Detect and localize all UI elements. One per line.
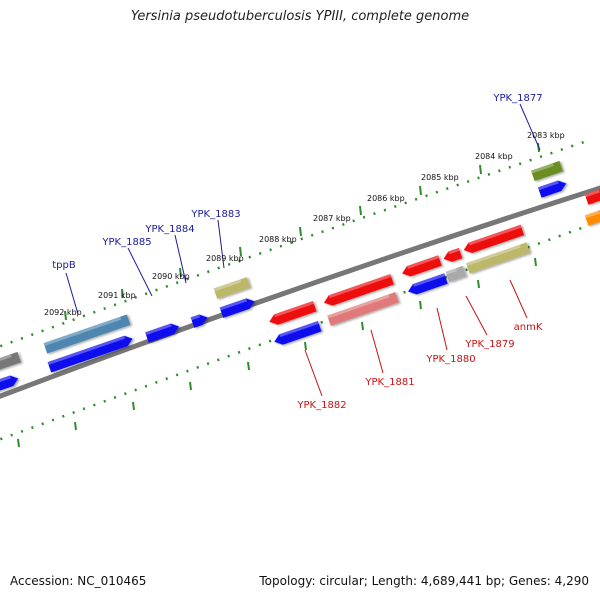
genome-stats-text: Topology: circular; Length: 4,689,441 bp…: [259, 574, 589, 588]
leader-line: [217, 219, 225, 269]
leader-line: [127, 247, 153, 297]
ruler-tick: [304, 341, 307, 351]
ruler-tick: [179, 267, 182, 278]
leader-line: [65, 272, 79, 315]
ruler-tick: [299, 226, 302, 237]
ruler-tick: [121, 288, 124, 299]
gene-arrow: [323, 274, 394, 306]
leader-line: [509, 279, 528, 319]
gene-arrow: [584, 187, 600, 205]
gene-label: anmK: [514, 322, 543, 333]
gene-arrow: [443, 247, 463, 262]
gene-arrow: [465, 242, 531, 274]
genome-backbone: [0, 185, 600, 399]
gene-arrow: [47, 335, 133, 373]
ruler-label: 2089 kbp: [206, 254, 244, 263]
gene-arrow: [0, 351, 21, 373]
gene-arrow: [190, 314, 208, 328]
gene-label: YPK_1884: [144, 224, 194, 235]
gene-arrow: [327, 292, 399, 326]
ruler-tick: [239, 246, 242, 257]
ruler-tick: [247, 361, 250, 371]
accession-text: Accession: NC_010465: [10, 574, 147, 588]
gene-label: YPK_1885: [101, 237, 151, 248]
gene-arrow: [274, 320, 322, 345]
ruler-labels: 2083 kbp 2084 kbp 2085 kbp 2086 kbp 2087 kbp…: [44, 131, 565, 317]
gene-label: YPK_1880: [425, 354, 475, 365]
ruler-label: 2092 kbp: [44, 308, 82, 317]
map-title: Yersinia pseudotuberculosis YPIII, compl…: [130, 9, 470, 24]
ruler-tick: [477, 279, 480, 289]
ruler-label: 2086 kbp: [367, 194, 405, 203]
leader-line: [304, 349, 323, 397]
gene-label: tppB: [52, 260, 76, 271]
gene-arrow: [219, 298, 255, 318]
ruler-tick: [419, 300, 422, 310]
gene-arrow: [269, 300, 317, 325]
gene-arrow: [145, 323, 180, 343]
gene-label: YPK_1882: [296, 400, 346, 411]
gene-arrow: [584, 208, 600, 226]
gene-arrow: [463, 224, 525, 254]
ruler-label: 2083 kbp: [527, 131, 565, 140]
ruler-tick: [189, 381, 192, 391]
gene-label: YPK_1877: [492, 93, 542, 104]
gene-labels: YPK_1877 YPK_1883 YPK_1884 YPK_1885 tppB anmK…: [52, 93, 543, 411]
gene-features: [0, 160, 600, 393]
ruler-label: 2091 kbp: [98, 291, 136, 300]
gene-arrow: [213, 277, 251, 299]
gene-label: YPK_1879: [464, 339, 514, 350]
ruler-tick: [534, 257, 537, 267]
ruler-label: 2084 kbp: [475, 152, 513, 161]
gene-label: YPK_1881: [364, 377, 414, 388]
ruler-tick: [17, 438, 20, 448]
ruler-label: 2087 kbp: [313, 214, 351, 223]
ruler-label: 2090 kbp: [152, 272, 190, 281]
ruler-tick: [64, 310, 67, 321]
ruler-tick: [419, 185, 422, 196]
gene-arrow: [402, 255, 442, 277]
ruler-tick: [359, 205, 362, 216]
outer-tick-track: [0, 138, 591, 348]
gene-arrow: [0, 375, 19, 393]
gene-label: YPK_1883: [190, 209, 240, 220]
ruler-tick: [479, 164, 482, 175]
leader-line: [465, 295, 488, 336]
ruler-tick: [132, 401, 135, 411]
ruler-tick: [74, 421, 77, 431]
ruler-ticks: [17, 142, 540, 448]
gene-arrow: [445, 265, 467, 283]
leader-line: [174, 234, 187, 284]
gene-arrow: [408, 273, 448, 295]
ruler-label: 2088 kbp: [259, 235, 297, 244]
leader-line: [370, 329, 384, 374]
ruler-tick: [361, 321, 364, 331]
gene-arrow: [43, 314, 131, 354]
leader-line: [519, 103, 541, 151]
label-lines: [65, 103, 541, 397]
gene-arrow: [531, 160, 563, 182]
leader-line: [436, 307, 448, 351]
gene-arrow: [537, 180, 567, 198]
ruler-label: 2085 kbp: [421, 173, 459, 182]
